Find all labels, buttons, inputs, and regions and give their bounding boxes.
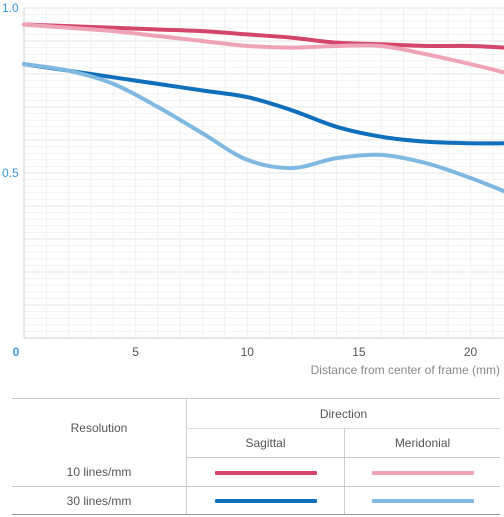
chart-series bbox=[22, 22, 504, 194]
legend-table: Resolution Direction Sagittal Meridonial… bbox=[12, 398, 500, 515]
mtf-chart: 0.5 1.0 0 5 10 15 20 Distance from center of … bbox=[2, 1, 504, 377]
x-tick-labels: 0 5 10 15 20 bbox=[13, 345, 478, 359]
series-line-1 bbox=[22, 22, 504, 75]
swatch-10-meridional bbox=[371, 470, 474, 475]
x-axis-label: Distance from center of frame (mm) bbox=[311, 363, 500, 377]
y-tick-label: 1.0 bbox=[2, 1, 19, 15]
direction-header: Direction bbox=[186, 398, 500, 429]
swatch-10-sagittal bbox=[214, 470, 317, 475]
legend-row-label: 10 lines/mm bbox=[12, 457, 187, 487]
legend-row: 10 lines/mm bbox=[12, 457, 500, 487]
x-tick-label: 20 bbox=[464, 345, 478, 359]
legend-row-label: 30 lines/mm bbox=[12, 486, 187, 515]
swatch-30-sagittal bbox=[214, 499, 317, 504]
y-tick-label: 0.5 bbox=[2, 166, 19, 180]
series-line-3 bbox=[22, 62, 504, 194]
series-line-2 bbox=[22, 62, 504, 146]
legend-row: 30 lines/mm bbox=[12, 486, 500, 515]
x-tick-label: 0 bbox=[13, 345, 20, 359]
y-tick-labels: 0.5 1.0 bbox=[2, 1, 19, 180]
meridional-header: Meridonial bbox=[344, 428, 500, 458]
swatch-30-meridional bbox=[371, 499, 474, 504]
sagittal-header: Sagittal bbox=[186, 428, 345, 458]
x-tick-label: 5 bbox=[132, 345, 139, 359]
series-line-0 bbox=[22, 22, 504, 50]
x-tick-label: 10 bbox=[241, 345, 255, 359]
chart-grid bbox=[23, 7, 504, 339]
x-tick-label: 15 bbox=[352, 345, 366, 359]
resolution-header: Resolution bbox=[12, 398, 187, 458]
